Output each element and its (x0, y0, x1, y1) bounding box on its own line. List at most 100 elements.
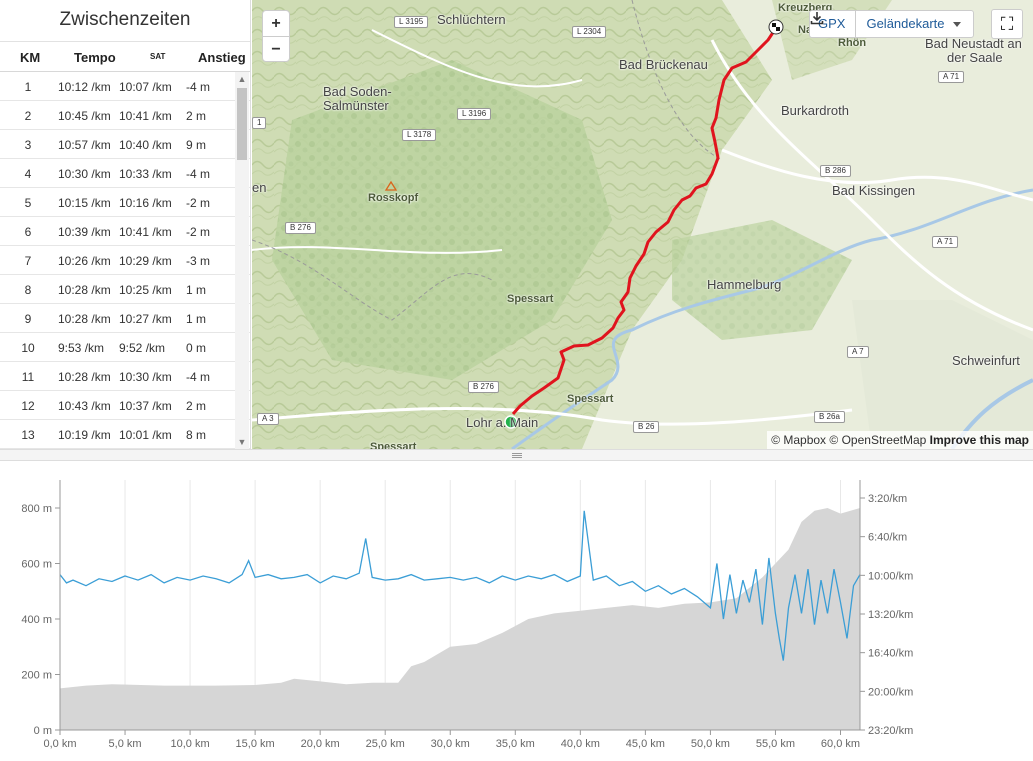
x-tick-label: 55,0 km (756, 738, 795, 750)
route-line (511, 27, 778, 415)
x-tick-label: 25,0 km (366, 738, 405, 750)
splits-title: Zwischenzeiten (0, 0, 250, 42)
place-label-bad-neustadt-2: der Saale (947, 50, 1003, 65)
splits-table-body[interactable]: 1 10:12 /km 10:07 /km -4 m 2 10:45 /km 10:41 /… (0, 72, 250, 449)
road-badge: B 286 (820, 165, 851, 177)
split-row[interactable]: 8 10:28 /km 10:25 /km 1 m (0, 275, 250, 304)
split-row[interactable]: 3 10:57 /km 10:40 /km 9 m (0, 130, 250, 159)
road-badge: B 26 (633, 421, 660, 433)
place-label-schluechtern: Schlüchtern (437, 12, 506, 27)
panel-resize-handle[interactable] (0, 449, 1033, 461)
gpx-label: GPX (818, 16, 846, 31)
map-toolbar: GPX Geländekarte (809, 10, 974, 38)
split-km: 6 (24, 225, 32, 239)
place-label-rhoen: Rhön (838, 37, 867, 49)
place-label-bad-soden: Bad Soden- (323, 84, 392, 99)
splits-panel: Zwischenzeiten KM Tempo SAT Anstieg 1 10:… (0, 0, 251, 449)
fullscreen-button[interactable]: ⛶ (991, 9, 1023, 39)
split-km: 10 (21, 341, 35, 355)
place-label-lohr: Lohr a. Main (466, 415, 539, 430)
road-badge: A 7 (847, 346, 869, 358)
road-badge: L 3196 (457, 108, 492, 120)
x-tick-label: 15,0 km (236, 738, 275, 750)
split-sat: 10:33 /km (119, 167, 172, 181)
road-badge: A 71 (938, 71, 965, 83)
scroll-thumb[interactable] (237, 88, 247, 160)
split-row[interactable]: 2 10:45 /km 10:41 /km 2 m (0, 101, 250, 130)
y-right-tick-label: 10:00/km (868, 570, 913, 582)
split-sat: 10:37 /km (119, 399, 172, 413)
attribution-mapbox-link[interactable]: © Mapbox (771, 433, 827, 447)
gpx-download-button[interactable]: GPX (810, 11, 857, 37)
place-label-spessart-3: Spessart (370, 441, 417, 449)
map-layer-dropdown[interactable]: Geländekarte (856, 11, 972, 37)
y-right-tick-label: 6:40/km (868, 532, 907, 544)
split-row[interactable]: 4 10:30 /km 10:33 /km -4 m (0, 159, 250, 188)
download-icon (810, 12, 824, 25)
split-row[interactable]: 13 10:19 /km 10:01 /km 8 m (0, 420, 250, 449)
col-climb-header[interactable]: Anstieg (198, 50, 246, 65)
split-tempo: 10:28 /km (58, 312, 111, 326)
place-label-bad-kissingen: Bad Kissingen (832, 183, 916, 198)
split-row[interactable]: 5 10:15 /km 10:16 /km -2 m (0, 188, 250, 217)
split-sat: 10:41 /km (119, 109, 172, 123)
split-tempo: 9:53 /km (58, 341, 105, 355)
split-climb: 2 m (186, 399, 207, 413)
road-badge: A 3 (257, 413, 279, 425)
split-tempo: 10:39 /km (58, 225, 111, 239)
y-left-tick-label: 600 m (21, 559, 52, 571)
col-km-header[interactable]: KM (20, 50, 41, 65)
x-tick-label: 10,0 km (171, 738, 210, 750)
split-climb: -3 m (186, 254, 210, 268)
place-label-edge-na: Na (798, 24, 813, 36)
split-km: 7 (24, 254, 32, 268)
y-right-tick-label: 20:00/km (868, 686, 913, 698)
resize-grip-icon (512, 453, 522, 458)
chart-canvas: 0,0 km 5,0 km 10,0 km 15,0 km 20,0 km 25,0 km… (21, 480, 913, 750)
x-tick-label: 20,0 km (301, 738, 340, 750)
col-tempo-header[interactable]: Tempo (74, 50, 116, 65)
split-tempo: 10:43 /km (58, 399, 111, 413)
splits-scrollbar[interactable]: ▲ ▼ (235, 72, 249, 449)
split-row[interactable]: 12 10:43 /km 10:37 /km 2 m (0, 391, 250, 420)
y-left-tick-label: 0 m (34, 725, 52, 737)
road-badge: B 276 (468, 381, 499, 393)
elevation-pace-chart[interactable]: 0,0 km 5,0 km 10,0 km 15,0 km 20,0 km 25,0 km… (0, 462, 1033, 761)
x-tick-label: 5,0 km (109, 738, 142, 750)
split-tempo: 10:28 /km (58, 370, 111, 384)
place-label-hammelburg: Hammelburg (707, 277, 782, 292)
split-tempo: 10:57 /km (58, 138, 111, 152)
place-label-bad-neustadt-1: Bad Neustadt an (925, 36, 1022, 51)
split-km: 5 (24, 196, 32, 210)
split-row[interactable]: 1 10:12 /km 10:07 /km -4 m (0, 72, 250, 101)
road-badge: L 3178 (402, 129, 437, 141)
split-row[interactable]: 6 10:39 /km 10:41 /km -2 m (0, 217, 250, 246)
zoom-out-button[interactable]: − (263, 36, 289, 61)
split-row[interactable]: 9 10:28 /km 10:27 /km 1 m (0, 304, 250, 333)
place-label-spessart-2: Spessart (567, 393, 614, 405)
split-tempo: 10:45 /km (58, 109, 111, 123)
scroll-down-arrow-icon[interactable]: ▼ (237, 437, 247, 447)
improve-map-link[interactable]: Improve this map (929, 433, 1029, 447)
route-map[interactable]: Schlüchtern Bad Brückenau Bad Soden- Salmün… (252, 0, 1033, 449)
split-km: 4 (24, 167, 32, 181)
y-right-tick-label: 3:20/km (868, 493, 907, 505)
place-label-bad-brueckenau: Bad Brückenau (619, 57, 708, 72)
split-row[interactable]: 11 10:28 /km 10:30 /km -4 m (0, 362, 250, 391)
scroll-up-arrow-icon[interactable]: ▲ (237, 74, 247, 84)
split-tempo: 10:12 /km (58, 80, 111, 94)
split-tempo: 10:15 /km (58, 196, 111, 210)
x-tick-label: 35,0 km (496, 738, 535, 750)
attribution-osm-link[interactable]: © OpenStreetMap (829, 433, 927, 447)
x-tick-label: 40,0 km (561, 738, 600, 750)
road-badge: 1 (252, 117, 267, 129)
split-row[interactable]: 10 9:53 /km 9:52 /km 0 m (0, 333, 250, 362)
split-climb: -4 m (186, 80, 210, 94)
elevation-area (60, 508, 860, 730)
split-row[interactable]: 7 10:26 /km 10:29 /km -3 m (0, 246, 250, 275)
y-right-tick-label: 16:40/km (868, 648, 913, 660)
split-sat: 10:27 /km (119, 312, 172, 326)
col-sat-header[interactable]: SAT (150, 52, 166, 61)
zoom-in-button[interactable]: + (271, 15, 281, 32)
